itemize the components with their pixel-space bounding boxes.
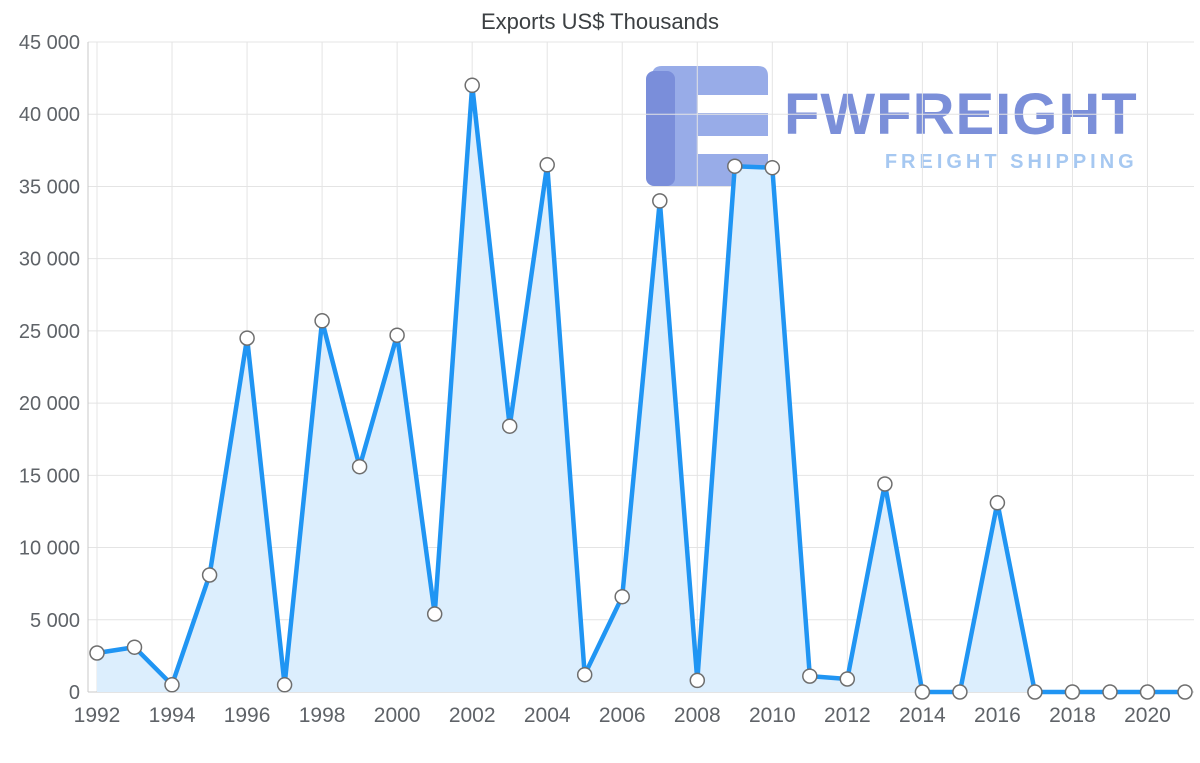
svg-text:10 000: 10 000: [19, 538, 80, 560]
svg-text:2010: 2010: [749, 704, 796, 727]
svg-text:2016: 2016: [974, 704, 1021, 727]
svg-text:2002: 2002: [449, 704, 496, 727]
svg-text:2008: 2008: [674, 704, 721, 727]
svg-text:1992: 1992: [74, 704, 121, 727]
svg-text:2006: 2006: [599, 704, 646, 727]
svg-text:1994: 1994: [149, 704, 196, 727]
svg-text:2000: 2000: [374, 704, 421, 727]
svg-text:2014: 2014: [899, 704, 946, 727]
svg-text:0: 0: [69, 682, 80, 704]
chart-title: Exports US$ Thousands: [480, 9, 720, 34]
svg-text:5 000: 5 000: [30, 610, 80, 632]
svg-text:2012: 2012: [824, 704, 871, 727]
svg-text:15 000: 15 000: [19, 465, 80, 487]
svg-text:30 000: 30 000: [19, 249, 80, 271]
svg-text:1998: 1998: [299, 704, 346, 727]
svg-text:2018: 2018: [1049, 704, 1096, 727]
svg-text:35 000: 35 000: [19, 176, 80, 198]
svg-text:45 000: 45 000: [19, 32, 80, 54]
svg-text:20 000: 20 000: [19, 393, 80, 415]
svg-text:1996: 1996: [224, 704, 271, 727]
svg-text:25 000: 25 000: [19, 321, 80, 343]
svg-text:40 000: 40 000: [19, 104, 80, 126]
svg-text:2004: 2004: [524, 704, 571, 727]
svg-text:2020: 2020: [1124, 704, 1171, 727]
